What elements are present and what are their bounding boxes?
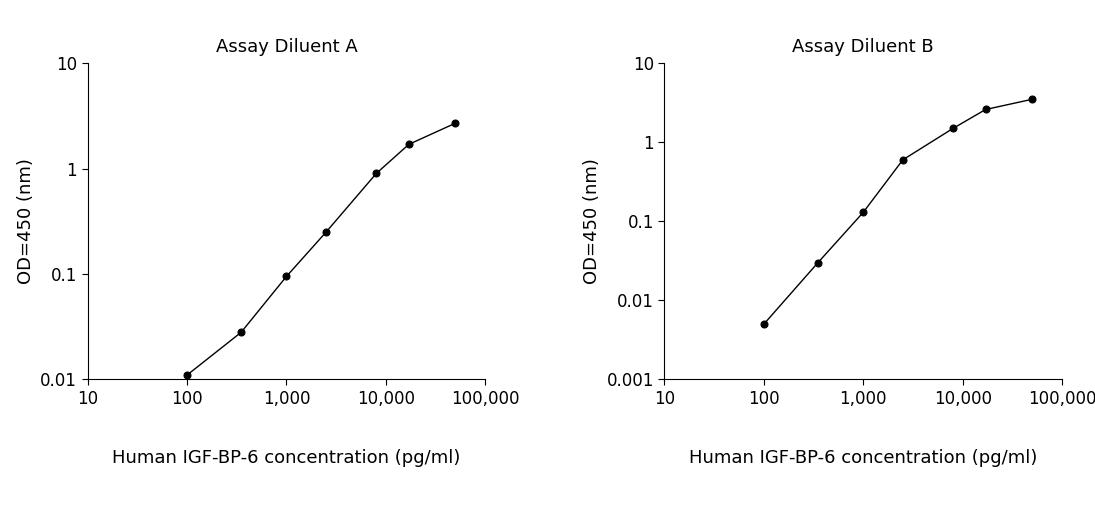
Text: Human IGF-BP-6 concentration (pg/ml): Human IGF-BP-6 concentration (pg/ml) [689,449,1037,467]
Text: Human IGF-BP-6 concentration (pg/ml): Human IGF-BP-6 concentration (pg/ml) [113,449,461,467]
Title: Assay Diluent B: Assay Diluent B [793,38,934,56]
Y-axis label: OD=450 (nm): OD=450 (nm) [16,159,35,284]
Y-axis label: OD=450 (nm): OD=450 (nm) [583,159,601,284]
Title: Assay Diluent A: Assay Diluent A [216,38,357,56]
